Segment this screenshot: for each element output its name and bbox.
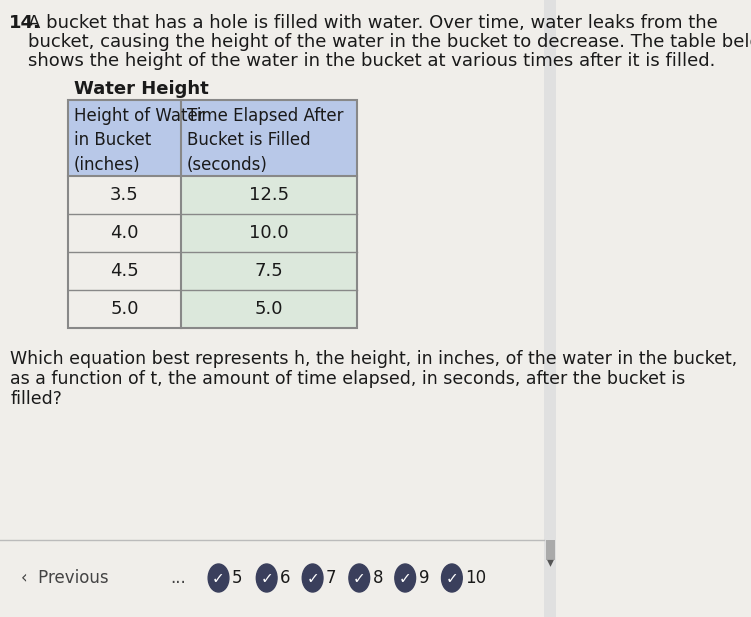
Text: shows the height of the water in the bucket at various times after it is filled.: shows the height of the water in the buc… xyxy=(28,52,716,70)
Text: A bucket that has a hole is filled with water. Over time, water leaks from the: A bucket that has a hole is filled with … xyxy=(28,14,718,32)
Bar xyxy=(181,290,357,328)
Text: Time Elapsed After
Bucket is Filled
(seconds): Time Elapsed After Bucket is Filled (sec… xyxy=(187,107,343,173)
Text: ✓: ✓ xyxy=(445,571,458,587)
Bar xyxy=(181,176,357,214)
Text: 6: 6 xyxy=(280,569,291,587)
Bar xyxy=(181,100,357,176)
Text: 10.0: 10.0 xyxy=(249,224,288,242)
Text: ✓: ✓ xyxy=(212,571,225,587)
Text: 3.5: 3.5 xyxy=(110,186,139,204)
Bar xyxy=(68,176,181,214)
Bar xyxy=(68,290,181,328)
Bar xyxy=(181,252,357,290)
Bar xyxy=(68,214,181,252)
Bar xyxy=(181,214,357,252)
Text: Water Height: Water Height xyxy=(74,80,209,98)
Text: 4.5: 4.5 xyxy=(110,262,139,280)
Circle shape xyxy=(395,564,415,592)
Text: bucket, causing the height of the water in the bucket to decrease. The table bel: bucket, causing the height of the water … xyxy=(28,33,751,51)
Text: ✓: ✓ xyxy=(399,571,412,587)
Text: 12.5: 12.5 xyxy=(249,186,289,204)
Text: 5: 5 xyxy=(232,569,243,587)
Bar xyxy=(546,540,555,560)
Text: ✓: ✓ xyxy=(261,571,273,587)
Text: 5.0: 5.0 xyxy=(110,300,139,318)
Text: ✓: ✓ xyxy=(306,571,319,587)
Text: 5.0: 5.0 xyxy=(255,300,283,318)
Bar xyxy=(68,100,357,328)
Circle shape xyxy=(256,564,277,592)
Bar xyxy=(68,252,181,290)
Text: ...: ... xyxy=(170,569,186,587)
Text: 9: 9 xyxy=(418,569,429,587)
Text: Which equation best represents h, the height, in inches, of the water in the buc: Which equation best represents h, the he… xyxy=(11,350,737,368)
Text: 7: 7 xyxy=(326,569,336,587)
Text: ▾: ▾ xyxy=(547,555,554,569)
Bar xyxy=(544,0,556,617)
Circle shape xyxy=(442,564,463,592)
Text: ‹  Previous: ‹ Previous xyxy=(21,569,108,587)
Text: 4.0: 4.0 xyxy=(110,224,139,242)
Text: 7.5: 7.5 xyxy=(255,262,283,280)
Text: as a function of t, the amount of time elapsed, in seconds, after the bucket is: as a function of t, the amount of time e… xyxy=(11,370,686,388)
Bar xyxy=(68,100,181,176)
Text: 14.: 14. xyxy=(9,14,41,32)
Text: 8: 8 xyxy=(372,569,383,587)
Circle shape xyxy=(349,564,369,592)
Text: ✓: ✓ xyxy=(353,571,366,587)
Text: Height of Water
in Bucket
(inches): Height of Water in Bucket (inches) xyxy=(74,107,205,173)
Text: 10: 10 xyxy=(465,569,487,587)
Circle shape xyxy=(208,564,229,592)
Circle shape xyxy=(302,564,323,592)
Text: filled?: filled? xyxy=(11,390,62,408)
